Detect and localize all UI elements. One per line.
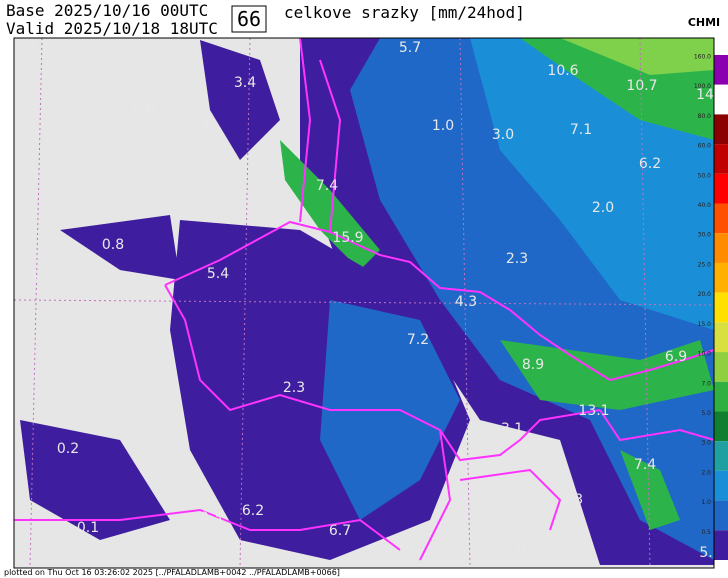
value-label: 5.7 (399, 40, 421, 56)
value-label: 10.7 (626, 78, 657, 94)
value-label: 7.2 (407, 332, 429, 348)
value-label: 0.1 (27, 39, 49, 55)
footer: plotted on Thu Oct 16 03:26:02 2025 [../… (4, 568, 340, 577)
value-label: 0.1 (77, 520, 99, 536)
value-label: 6.2 (639, 156, 661, 172)
precip-area (20, 40, 280, 540)
legend-swatch (714, 381, 728, 412)
legend-label: 2.0 (701, 469, 711, 476)
title: celkove srazky [mm/24hod] (284, 3, 525, 22)
forecast-step: 66 (237, 7, 261, 31)
logo: CHMI (688, 16, 720, 29)
value-label: 6.9 (665, 349, 687, 365)
legend-swatch (714, 262, 728, 293)
value-label: 6.2 (242, 503, 264, 519)
value-label: 0.8 (102, 237, 124, 253)
borders (14, 37, 715, 561)
value-label: 8.9 (522, 357, 544, 373)
legend-label: 10.0 (698, 351, 712, 358)
value-label: 1.0 (432, 118, 454, 134)
legend-label: 30.0 (698, 232, 712, 239)
value-label: 3.4 (234, 75, 256, 91)
value-label: 0.3 (200, 510, 222, 526)
value-label: 15.9 (332, 230, 363, 246)
value-label: 0.0 (133, 100, 155, 116)
legend-swatch (714, 114, 728, 145)
value-label: 5. (699, 545, 712, 561)
value-label: 7.4 (634, 457, 656, 473)
legend-swatch (714, 322, 728, 353)
graticule (13, 37, 715, 569)
value-label: 0.2 (517, 541, 539, 557)
value-label: 7.4 (316, 178, 338, 194)
value-label: 0.2 (57, 441, 79, 457)
value-label: 14 (696, 87, 714, 103)
legend-label: 80.0 (698, 113, 712, 120)
legend-label: 3.0 (701, 440, 711, 447)
value-label: 3.0 (492, 127, 514, 143)
legend-swatch (714, 500, 728, 531)
step-box (231, 5, 267, 33)
map-frame (13, 37, 715, 569)
legend-label: 60.0 (698, 143, 712, 150)
legend-swatch (714, 84, 728, 115)
legend-swatch (714, 292, 728, 323)
legend-swatch (714, 144, 728, 174)
legend-label: 7.0 (701, 380, 711, 387)
legend-label: 1.0 (701, 499, 711, 506)
legend-swatch (714, 203, 728, 234)
legend-label: 20.0 (698, 291, 712, 298)
legend-label: 100.0 (694, 83, 711, 90)
legend-label: 0.5 (701, 529, 711, 536)
legend-swatch (714, 530, 728, 560)
legend-swatch (714, 55, 728, 85)
value-label: 2.3 (283, 380, 305, 396)
legend-label: 50.0 (698, 172, 712, 179)
valid-time: Valid 2025/10/18 18UTC (6, 19, 218, 38)
legend-swatch (714, 352, 728, 382)
legend-label: 160.0 (694, 54, 711, 61)
legend-swatch (714, 441, 728, 471)
value-label: 7.1 (570, 122, 592, 138)
precip-area (560, 38, 714, 75)
legend-swatch (714, 411, 728, 442)
legend-label: 5.0 (701, 410, 711, 417)
precip-area (500, 340, 714, 410)
precip-area (620, 450, 680, 530)
map-labels: 0.1 5.7 10.6 3.4 10.7 14 0.0 0.1 1.0 3.0 7.1 6.2 7.4… (27, 39, 714, 561)
value-label: 4.3 (455, 294, 477, 310)
legend: 160.0 100.0 80.0 60.0 50.0 40.0 30.0 25.0 20.0 15… (694, 54, 728, 560)
value-label: 13.1 (578, 403, 609, 419)
value-label: 5.4 (207, 266, 229, 282)
value-label: 0.3 (561, 492, 583, 508)
value-label: 2.3 (506, 251, 528, 267)
value-label: 0.1 (188, 116, 210, 132)
legend-label: 15.0 (698, 321, 712, 328)
value-label: 6.7 (329, 523, 351, 539)
base-time: Base 2025/10/16 00UTC (6, 1, 208, 20)
value-label: 10.6 (547, 63, 578, 79)
value-label: 3.1 (501, 421, 523, 437)
legend-swatch (714, 470, 728, 501)
legend-label: 40.0 (698, 202, 712, 209)
map: 0.1 5.7 10.6 3.4 10.7 14 0.0 0.1 1.0 3.0 7.1 6.2 7.4… (13, 37, 715, 569)
value-label: 1. (29, 268, 42, 284)
legend-label: 25.0 (698, 261, 712, 268)
value-label: 2.0 (592, 200, 614, 216)
legend-swatch (714, 233, 728, 263)
legend-swatch (714, 173, 728, 204)
